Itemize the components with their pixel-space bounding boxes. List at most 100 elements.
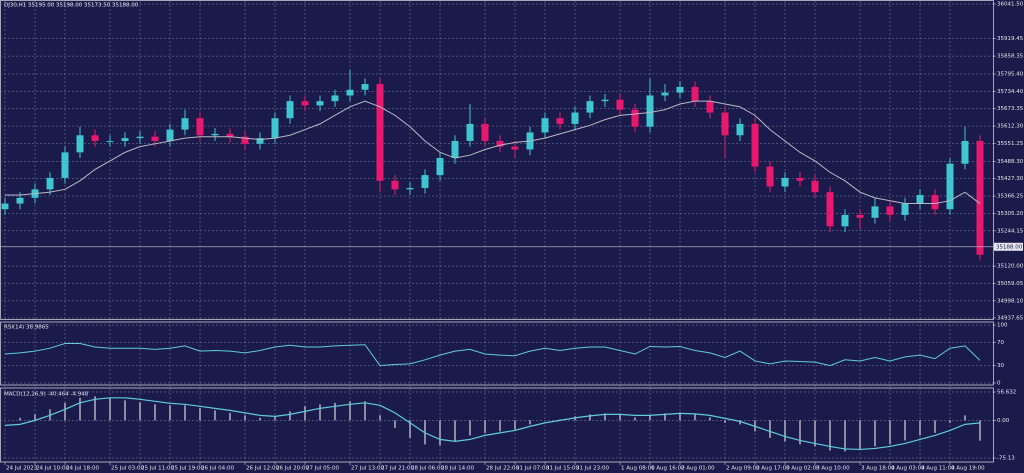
candle-body <box>781 177 789 187</box>
y-tick-label: 35858.35 <box>997 54 1024 60</box>
candle-body <box>241 136 249 144</box>
candle-body <box>916 195 924 204</box>
x-tick-label: 31 Jul 07:00 <box>516 466 549 472</box>
x-tick-label: 2 Aug 01:00 <box>681 466 715 472</box>
candle-body <box>511 146 519 150</box>
y-tick-label: 34998.10 <box>997 298 1024 304</box>
y-tick-label: 56.632 <box>997 390 1016 396</box>
y-tick-label: 30 <box>997 363 1004 369</box>
candle-body <box>766 166 774 187</box>
y-tick-label: -75.13 <box>997 456 1015 462</box>
x-tick-label: 28 Jul 22:00 <box>486 466 519 472</box>
candle-body <box>826 192 834 227</box>
candle-body <box>286 101 294 119</box>
x-tick-label: 4 Aug 19:00 <box>951 466 985 472</box>
candle-body <box>811 180 819 193</box>
candle-body <box>841 214 849 227</box>
candle-body <box>61 152 69 178</box>
y-tick-label: 35673.35 <box>997 106 1024 112</box>
candle-body <box>211 133 219 136</box>
candle-body <box>316 101 324 106</box>
panel-title: MACD(12,26,9) -40.464 -4.948 <box>4 392 89 398</box>
x-tick-label: 31 Jul 15:00 <box>546 466 579 472</box>
x-tick-label: 1 Aug 08:00 <box>621 466 655 472</box>
y-tick-label: 100 <box>997 323 1008 329</box>
candle-body <box>586 101 594 113</box>
price-panel <box>0 0 994 320</box>
candle-body <box>106 140 114 142</box>
x-tick-label: 26 Jul 12:00 <box>246 466 279 472</box>
candle-body <box>556 118 564 124</box>
y-tick-label: 35427.30 <box>997 176 1024 182</box>
y-tick-label: 35795.40 <box>997 72 1024 78</box>
candle-body <box>331 95 339 102</box>
panel-title: RSI(14) 38.9865 <box>4 325 49 331</box>
candle-body <box>706 101 714 113</box>
candle-body <box>496 140 504 147</box>
candle-body <box>76 135 84 153</box>
x-tick-label: 3 Aug 10:00 <box>816 466 850 472</box>
candle-body <box>961 140 969 164</box>
candle-body <box>46 177 54 190</box>
y-tick-label: 35612.30 <box>997 124 1024 130</box>
x-tick-label: 3 Aug 02:00 <box>786 466 820 472</box>
y-tick-label: 0.00 <box>997 418 1010 424</box>
y-tick-label: 35734.40 <box>997 89 1024 95</box>
x-tick-label: 24 Jul 18:00 <box>66 466 99 472</box>
y-tick-label: 35244.15 <box>997 228 1024 234</box>
candle-body <box>361 84 369 90</box>
x-tick-label: 26 Jul 04:00 <box>201 466 234 472</box>
candle-body <box>931 195 939 210</box>
candle-body <box>946 163 954 210</box>
x-tick-label: 4 Aug 11:00 <box>921 466 955 472</box>
x-tick-label: 25 Jul 03:00 <box>111 466 144 472</box>
x-tick-label: 27 Jul 05:00 <box>306 466 339 472</box>
x-tick-label: 27 Jul 21:00 <box>381 466 414 472</box>
x-tick-label: 2 Aug 09:00 <box>726 466 760 472</box>
last-price-label: 35188.00 <box>996 244 1023 250</box>
y-tick-label: 35366.25 <box>997 194 1024 200</box>
x-tick-label: 3 Aug 18:00 <box>861 466 895 472</box>
candle-body <box>1 203 9 210</box>
candle-body <box>616 99 624 110</box>
x-tick-label: 27 Jul 13:00 <box>351 466 384 472</box>
candle-body <box>691 86 699 102</box>
x-tick-label: 2 Aug 17:00 <box>756 466 790 472</box>
y-tick-label: 35059.05 <box>997 281 1024 287</box>
candle-body <box>856 214 864 218</box>
candle-body <box>601 99 609 102</box>
x-tick-label: 1 Aug 16:00 <box>651 466 685 472</box>
candle-body <box>391 180 399 190</box>
macd-panel <box>0 387 994 463</box>
candle-body <box>346 89 354 96</box>
candle-body <box>451 140 459 159</box>
candle-body <box>166 129 174 141</box>
y-tick-label: 34937.65 <box>997 316 1024 322</box>
y-tick-label: 70 <box>997 340 1004 346</box>
last-price-tag <box>994 242 1023 251</box>
x-tick-label: 26 Jul 20:00 <box>276 466 309 472</box>
candle-body <box>421 175 429 188</box>
candle-body <box>406 187 414 190</box>
candle-body <box>16 197 24 204</box>
candle-body <box>256 138 264 144</box>
y-tick-label: 35305.20 <box>997 211 1024 217</box>
y-tick-label: 35919.45 <box>997 36 1024 42</box>
candle-body <box>196 118 204 136</box>
candle-body <box>91 135 99 141</box>
candle-body <box>301 101 309 106</box>
candle-body <box>721 112 729 136</box>
macd-signal <box>4 397 981 451</box>
candle-body <box>151 136 159 141</box>
candle-body <box>436 158 444 176</box>
x-tick-label: 24 Jul 10:00 <box>36 466 69 472</box>
candle-body <box>796 177 804 181</box>
candle-body <box>736 123 744 136</box>
candle-body <box>646 95 654 127</box>
candle-body <box>226 133 234 137</box>
candle-body <box>886 206 894 215</box>
x-tick-label: 25 Jul 19:00 <box>171 466 204 472</box>
candle-body <box>571 112 579 124</box>
